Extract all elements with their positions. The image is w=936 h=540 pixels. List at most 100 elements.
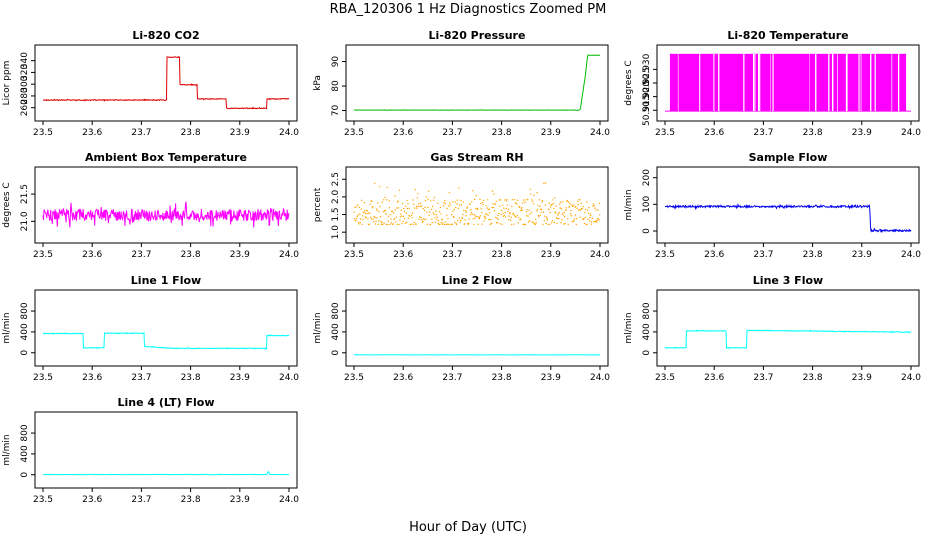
data-point bbox=[578, 198, 581, 201]
data-point bbox=[435, 210, 437, 212]
x-tick-label: 23.9 bbox=[541, 128, 561, 138]
y-axis-label: ml/min bbox=[624, 189, 634, 220]
data-point bbox=[576, 217, 578, 220]
data-point bbox=[395, 216, 397, 218]
y-tick-label: 90 bbox=[331, 56, 341, 68]
data-point bbox=[441, 223, 444, 226]
data-point bbox=[567, 218, 569, 220]
data-point bbox=[590, 223, 592, 225]
data-point bbox=[480, 208, 482, 210]
data-point bbox=[510, 216, 512, 218]
chart-panel-3: Li-820 Temperature degrees C 23.5 23.6 23.7 2… bbox=[624, 29, 921, 138]
data-point bbox=[565, 209, 567, 211]
x-tick-label: 23.5 bbox=[344, 250, 364, 260]
data-point bbox=[355, 219, 357, 222]
data-point bbox=[357, 221, 360, 223]
data-point bbox=[405, 212, 407, 214]
data-point bbox=[378, 211, 380, 213]
data-point bbox=[474, 215, 477, 217]
data-point bbox=[422, 220, 424, 223]
plot-area bbox=[42, 331, 290, 350]
data-point bbox=[500, 199, 502, 201]
data-point bbox=[459, 204, 461, 206]
data-point bbox=[448, 191, 451, 194]
y-tick-label: 320 bbox=[20, 64, 30, 81]
data-point bbox=[568, 201, 570, 203]
data-point bbox=[473, 198, 476, 201]
data-point bbox=[374, 223, 377, 225]
data-point bbox=[400, 213, 402, 215]
data-point bbox=[409, 215, 411, 217]
data-point bbox=[587, 218, 589, 220]
data-point bbox=[551, 220, 554, 222]
data-point bbox=[518, 217, 520, 219]
y-tick-label: 260 bbox=[20, 99, 30, 116]
x-tick-label: 24.0 bbox=[590, 250, 610, 260]
y-tick-label: 1.0 bbox=[331, 225, 341, 240]
data-point bbox=[414, 207, 416, 209]
plot-frame bbox=[345, 289, 609, 367]
data-point bbox=[378, 220, 380, 222]
data-point bbox=[497, 218, 500, 220]
data-point bbox=[483, 215, 486, 217]
data-point bbox=[436, 216, 438, 218]
data-point bbox=[446, 214, 448, 216]
data-point bbox=[594, 207, 596, 209]
y-tick-label: 0 bbox=[20, 472, 30, 478]
data-point bbox=[418, 203, 420, 205]
data-point bbox=[447, 223, 450, 226]
panels-container: Li-820 CO2 Licor ppm 23.5 23.6 23.7 23.8 23.9 2… bbox=[2, 29, 921, 505]
data-point bbox=[593, 221, 595, 223]
data-point bbox=[356, 218, 358, 220]
data-point bbox=[373, 221, 375, 223]
data-point bbox=[517, 199, 519, 201]
data-point bbox=[397, 207, 400, 209]
data-point bbox=[419, 216, 421, 218]
data-point bbox=[552, 202, 555, 205]
data-point bbox=[372, 206, 374, 208]
plot-area bbox=[665, 53, 911, 112]
data-point bbox=[472, 218, 474, 220]
data-point bbox=[464, 210, 467, 212]
plot-area bbox=[664, 329, 912, 349]
chart-panel-6: Sample Flow ml/min 23.5 23.6 23.7 23.8 23.9 24.… bbox=[624, 151, 921, 260]
data-point bbox=[471, 201, 473, 203]
figure-title: RBA_120306 1 Hz Diagnostics Zoomed PM bbox=[330, 2, 607, 17]
data-point bbox=[558, 211, 560, 214]
data-point bbox=[516, 203, 518, 205]
data-point bbox=[506, 204, 509, 206]
data-point bbox=[451, 223, 453, 226]
series-line bbox=[42, 201, 290, 228]
data-point bbox=[384, 196, 386, 199]
plot-frame bbox=[34, 289, 298, 367]
data-point bbox=[413, 221, 415, 224]
data-point bbox=[432, 212, 434, 214]
data-point bbox=[595, 209, 597, 211]
data-point bbox=[553, 207, 555, 210]
x-tick-label: 23.6 bbox=[82, 128, 102, 138]
data-point bbox=[460, 204, 463, 206]
data-point bbox=[402, 215, 405, 218]
data-point bbox=[359, 213, 361, 215]
series-line bbox=[42, 55, 289, 110]
y-tick-label: 280 bbox=[20, 87, 30, 104]
x-tick-label: 23.7 bbox=[753, 128, 773, 138]
x-tick-label: 23.8 bbox=[181, 250, 201, 260]
data-point bbox=[591, 217, 594, 220]
data-point bbox=[358, 223, 360, 225]
x-tick-label: 23.6 bbox=[704, 250, 724, 260]
data-point bbox=[420, 205, 423, 207]
data-point bbox=[486, 207, 488, 209]
x-tick-label: 23.5 bbox=[655, 128, 675, 138]
data-point bbox=[496, 217, 498, 219]
data-point bbox=[543, 219, 545, 222]
data-point bbox=[510, 223, 513, 226]
data-point bbox=[357, 214, 359, 216]
data-point bbox=[556, 218, 559, 220]
plot-frame bbox=[656, 289, 920, 367]
data-point bbox=[522, 199, 525, 201]
data-point bbox=[497, 214, 499, 217]
data-point bbox=[377, 202, 379, 204]
data-point bbox=[533, 194, 535, 196]
data-point bbox=[543, 182, 545, 185]
